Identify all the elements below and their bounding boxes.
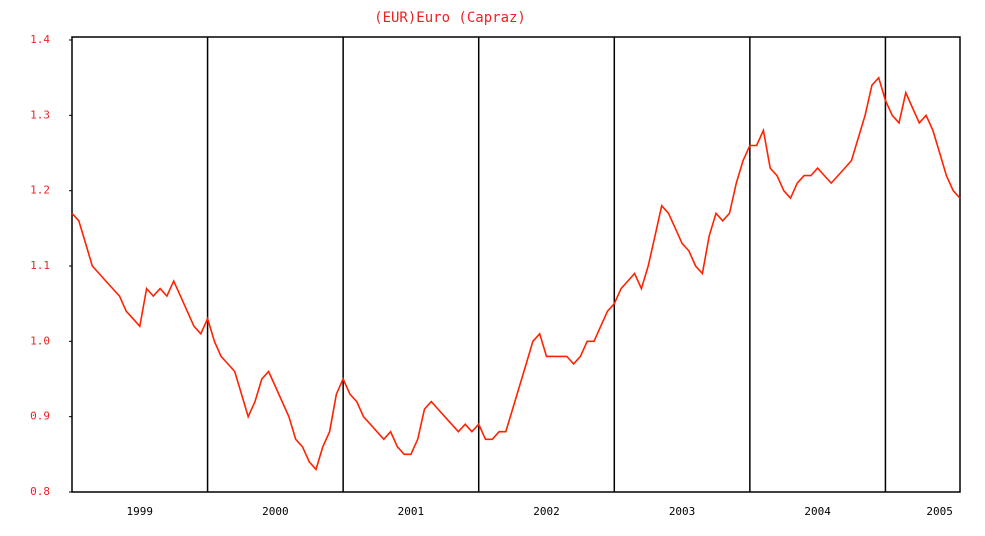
y-tick-label: 0.8 bbox=[30, 485, 50, 498]
x-tick-label: 2004 bbox=[804, 505, 831, 518]
x-tick-label: 2005 bbox=[926, 505, 953, 518]
chart-title: (EUR)Euro (Capraz) bbox=[374, 10, 526, 26]
y-tick-label: 1.2 bbox=[30, 184, 50, 197]
y-tick-label: 1.3 bbox=[30, 108, 50, 121]
y-tick-label: 1.0 bbox=[30, 334, 50, 347]
plot-frame bbox=[71, 36, 961, 493]
y-tick-label: 0.9 bbox=[30, 410, 50, 423]
line-series bbox=[71, 76, 961, 471]
x-tick-label: 2003 bbox=[669, 505, 696, 518]
x-tick-label: 2001 bbox=[398, 505, 425, 518]
x-tick-label: 1999 bbox=[127, 505, 154, 518]
x-tick-label: 2002 bbox=[533, 505, 560, 518]
y-tick-label: 1.1 bbox=[30, 259, 50, 272]
y-tick-label: 1.4 bbox=[30, 33, 50, 46]
x-tick-label: 2000 bbox=[262, 505, 289, 518]
